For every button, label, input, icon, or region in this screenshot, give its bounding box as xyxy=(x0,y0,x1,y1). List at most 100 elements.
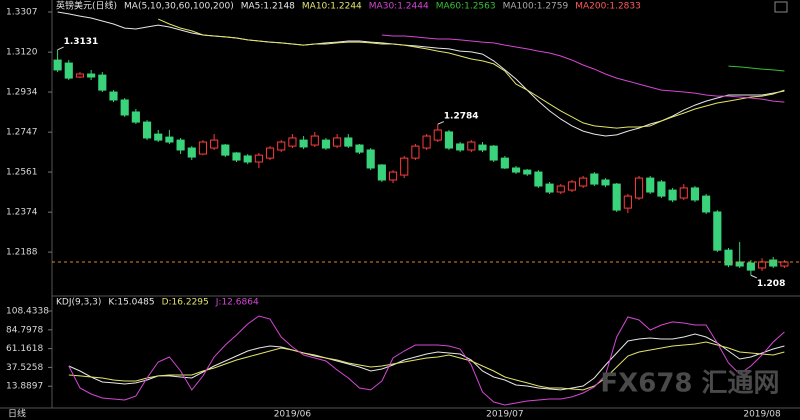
watermark: FX678 汇通网 xyxy=(600,369,779,399)
x-tick-label: 2019/06 xyxy=(274,410,312,420)
candle-body xyxy=(98,74,107,91)
candle-body xyxy=(422,135,431,149)
candle-body xyxy=(400,157,409,176)
indicator-line xyxy=(68,315,785,406)
candle-body xyxy=(411,145,420,159)
candle-body xyxy=(478,144,487,151)
candle-body xyxy=(534,171,543,187)
candle-body xyxy=(176,139,185,151)
candle-body xyxy=(165,136,174,143)
legend-entry: MA10:1.2244 xyxy=(302,2,362,12)
candle-body xyxy=(53,59,62,71)
candle-body xyxy=(646,177,655,193)
candle-body xyxy=(679,187,688,199)
candle-body xyxy=(702,195,711,213)
candle-body xyxy=(388,171,398,181)
candle-body xyxy=(142,121,152,139)
y-tick-label: 108.4338 xyxy=(6,307,49,317)
candle-body xyxy=(377,164,386,181)
candle-body xyxy=(567,181,577,191)
y-tick-label: 1.2934 xyxy=(6,88,38,98)
y-tick-label: 1.2747 xyxy=(6,128,38,138)
candle-body xyxy=(556,185,565,193)
candle-body xyxy=(277,141,286,151)
candle-body xyxy=(321,139,331,149)
indicator-line xyxy=(68,341,785,391)
candle-body xyxy=(746,262,755,271)
indicator-name: MA(5,10,30,60,100,200) xyxy=(124,2,234,12)
candle-body xyxy=(254,154,263,163)
candle-body xyxy=(64,62,73,79)
chart-title: 英镑美元(日线) xyxy=(56,0,117,12)
indicator-line xyxy=(381,34,785,103)
candle-body xyxy=(131,111,140,123)
legend-entry: J:12.6864 xyxy=(215,298,259,308)
y-tick-label: 84.7978 xyxy=(6,325,43,335)
y-tick-label: 13.8897 xyxy=(6,382,43,392)
extreme-marker xyxy=(57,46,64,51)
candle-body xyxy=(657,181,666,197)
candle-body xyxy=(500,157,509,169)
candle-body xyxy=(467,141,476,151)
candle-body xyxy=(198,141,208,155)
y-tick-label: 61.1618 xyxy=(6,344,43,354)
extreme-marker xyxy=(750,274,758,279)
candle-body xyxy=(333,137,342,147)
candle-body xyxy=(444,131,454,149)
indicator-line xyxy=(728,65,785,72)
indicator-line xyxy=(157,18,785,129)
x-tick-label: 2019/08 xyxy=(743,410,781,420)
candle-body xyxy=(489,145,498,161)
candle-body xyxy=(724,249,733,266)
extreme-label: 1.208 xyxy=(757,279,785,289)
legend-entry: MA5:1.2148 xyxy=(241,2,295,12)
candle-body xyxy=(634,177,644,199)
candle-body xyxy=(433,129,442,141)
candle-body xyxy=(757,261,767,269)
candle-body xyxy=(232,152,241,161)
candle-body xyxy=(601,179,610,186)
y-tick-label: 1.3307 xyxy=(6,8,38,18)
candle-body xyxy=(221,144,230,156)
candle-body xyxy=(299,139,308,148)
y-tick-label: 1.2188 xyxy=(6,248,38,258)
candle-body xyxy=(523,169,532,175)
period-label: 日线 xyxy=(8,408,26,420)
extreme-marker xyxy=(437,121,444,125)
candle-body xyxy=(612,183,621,211)
candle-body xyxy=(344,137,353,147)
settings-icon[interactable] xyxy=(774,1,788,13)
candle-body xyxy=(355,144,364,153)
legend-entry: MA200:1.2833 xyxy=(575,2,641,12)
candle-body xyxy=(109,91,118,101)
candle-body xyxy=(769,259,778,267)
candle-body xyxy=(545,183,554,193)
candle-body xyxy=(579,177,588,187)
candle-body xyxy=(780,261,789,267)
candle-body xyxy=(265,147,275,159)
candle-body xyxy=(366,149,375,169)
y-tick-label: 1.2561 xyxy=(6,168,38,178)
extreme-label: 1.2784 xyxy=(444,112,479,122)
candle-body xyxy=(713,211,722,251)
candle-body xyxy=(120,99,129,116)
legend-entry: D:16.2295 xyxy=(162,298,209,308)
legend-entry: MA100:1.2759 xyxy=(503,2,569,12)
legend-entry: MA30:1.2444 xyxy=(369,2,429,12)
legend-entry: MA60:1.2563 xyxy=(436,2,496,12)
candle-body xyxy=(310,135,319,146)
candle-body xyxy=(87,73,96,78)
chart-title: KDJ(9,3,3) xyxy=(56,298,101,308)
candle-body xyxy=(690,187,700,201)
x-tick-label: 2019/07 xyxy=(486,410,523,420)
extreme-label: 1.3131 xyxy=(64,37,99,47)
y-tick-label: 1.2374 xyxy=(6,208,38,218)
candle-body xyxy=(623,195,632,209)
y-tick-label: 1.3120 xyxy=(6,48,38,58)
candle-body xyxy=(288,137,297,147)
candle-body xyxy=(243,155,252,163)
candle-body xyxy=(154,133,163,141)
candle-body xyxy=(735,261,744,267)
